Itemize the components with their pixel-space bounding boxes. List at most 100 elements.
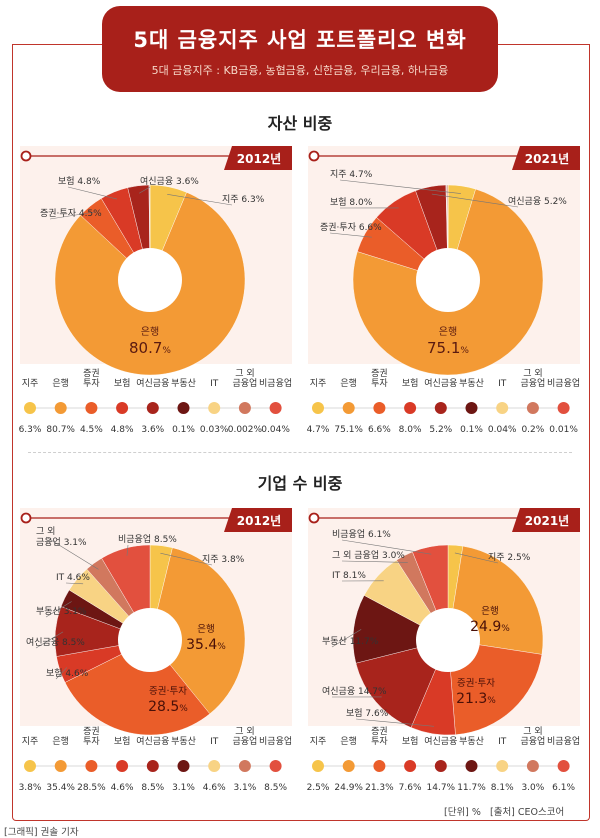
legend-cat-label: 지주 <box>22 736 39 747</box>
legend-dot <box>373 760 386 772</box>
callout-label: 지주 3.8% <box>202 554 245 565</box>
legend-dot <box>208 402 221 414</box>
inside-label-name: 은행 <box>197 623 214 635</box>
legend-value: 11.7% <box>457 783 486 793</box>
panel-top-dot <box>308 150 320 162</box>
callout-label: 그 외 금융업 3.0% <box>332 549 405 561</box>
legend-cat-label: 비금융업 <box>547 736 580 747</box>
callout-label: 비금융업 6.1% <box>332 529 391 540</box>
legend-cat-label: 보험 <box>402 378 419 389</box>
graphic-credit: [그래픽] 권솔 기자 <box>4 827 79 838</box>
inside-label-num: 24.9 <box>470 619 501 635</box>
legend-dot <box>526 402 539 414</box>
legend-dot <box>208 760 221 772</box>
big-label-value: 80.7% <box>129 339 171 357</box>
legend-dot <box>404 402 417 414</box>
legend-dot <box>177 760 190 772</box>
legend-dot <box>24 760 36 772</box>
inside-label-value: 35.4% <box>186 637 226 653</box>
callout-label: 지주 6.3% <box>222 194 265 205</box>
year-badge <box>512 508 580 532</box>
panel-top-dot <box>308 512 320 524</box>
legend-dot <box>496 760 509 772</box>
year-label: 2021년 <box>525 514 569 528</box>
callout-leader <box>55 667 68 680</box>
legend-dot <box>434 402 447 414</box>
legend-cat-label: 지주 <box>22 378 39 389</box>
page-subtitle: 5대 금융지주 : KB금융, 농협금융, 신한금융, 우리금융, 하나금융 <box>151 64 449 77</box>
year-badge <box>224 508 292 532</box>
legend-value: 4.8% <box>111 425 134 435</box>
legend-value: 0.002% <box>228 425 263 435</box>
legend-cat-label: IT <box>210 379 219 389</box>
legend-value: 4.7% <box>307 425 330 435</box>
inside-label-unit: % <box>179 704 188 714</box>
slice-2 <box>149 547 246 715</box>
donut-hole <box>118 608 182 672</box>
legend-value: 3.1% <box>233 783 256 793</box>
legend-value: 3.0% <box>521 783 544 793</box>
legend-value: 35.4% <box>46 783 75 793</box>
inside-label-name: 증권·투자 <box>149 685 187 697</box>
legend-dot <box>312 760 324 772</box>
legend-value: 80.7% <box>46 425 75 435</box>
asset-section-title: 자산 비중 <box>267 114 333 133</box>
legend-value: 0.2% <box>521 425 544 435</box>
slice-3 <box>447 639 543 735</box>
big-label-name: 은행 <box>439 326 457 338</box>
legend-cat-label: 그 외 <box>235 725 254 737</box>
legend-cat-label: 증권 <box>371 725 388 737</box>
callout-label: 그 외 <box>36 525 55 537</box>
big-label-unit: % <box>162 346 171 356</box>
frame-top-right <box>498 44 589 45</box>
legend-cat-label: 투자 <box>371 378 388 389</box>
legend-value: 3.1% <box>172 783 195 793</box>
legend-cat-label: 금융업 <box>520 378 545 389</box>
year-badge <box>512 146 580 170</box>
legend-dot <box>434 760 447 772</box>
legend-cat-label: 비금융업 <box>259 378 292 389</box>
legend-cat-label: 부동산 <box>171 378 196 389</box>
frame-top-left <box>12 44 102 45</box>
unit-note: [단위] % <box>444 807 481 818</box>
inside-label-unit: % <box>217 642 226 652</box>
callout-label: 여신금융 8.5% <box>26 636 85 648</box>
callout-leader <box>167 194 233 206</box>
legend-cat-label: 금융업 <box>520 736 545 747</box>
legend-cat-label: 은행 <box>340 735 357 747</box>
legend-cat-label: 지주 <box>310 378 327 389</box>
legend-dot <box>146 402 159 414</box>
legend-dot <box>85 402 98 414</box>
callout-leader <box>45 601 72 618</box>
legend-cat-label: 증권 <box>83 367 100 379</box>
inside-label-value: 24.9% <box>470 619 510 635</box>
callout-leader <box>329 232 372 238</box>
legend-cat-label: 은행 <box>340 377 357 389</box>
legend-dot <box>269 402 282 414</box>
big-label-num: 80.7 <box>129 339 162 357</box>
legend-value: 3.8% <box>19 783 42 793</box>
legend-dot <box>557 402 570 414</box>
big-label-value: 75.1% <box>427 339 469 357</box>
legend-dot <box>177 402 190 414</box>
legend-dot <box>373 402 386 414</box>
callout-label: 금융업 3.1% <box>36 537 87 548</box>
legend-cat-label: 은행 <box>52 735 69 747</box>
legend-cat-label: 은행 <box>52 377 69 389</box>
legend-value: 24.9% <box>334 783 363 793</box>
legend-value: 0.1% <box>172 425 195 435</box>
legend-value: 7.6% <box>399 783 422 793</box>
callout-leader <box>355 718 435 727</box>
legend-cat-label: 증권 <box>83 725 100 737</box>
legend-dot <box>116 760 129 772</box>
legend-dot <box>557 760 570 772</box>
legend-value: 0.03% <box>200 425 229 435</box>
inside-label-name: 증권·투자 <box>457 677 495 689</box>
legend-value: 0.04% <box>488 425 517 435</box>
legend-cat-label: 여신금융 <box>136 377 169 389</box>
